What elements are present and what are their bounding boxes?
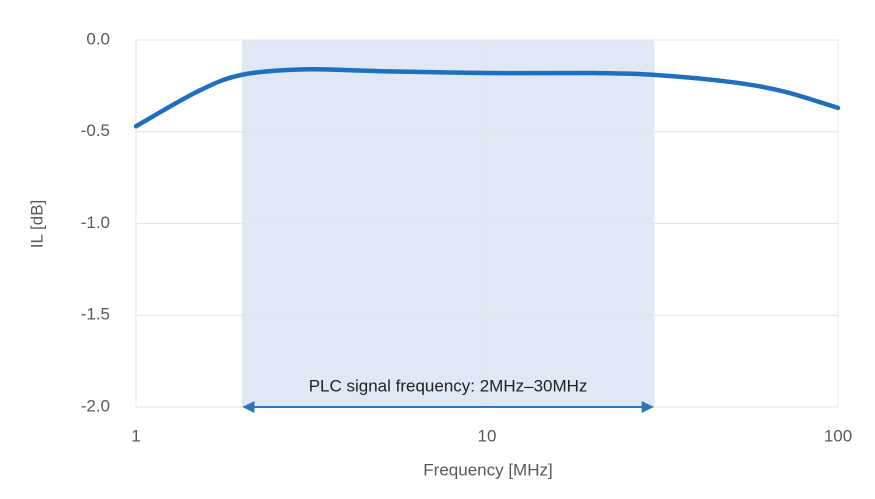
y-tick-label: -1.0 (81, 213, 110, 232)
y-tick-label: 0.0 (86, 29, 110, 48)
x-tick-label: 1 (131, 426, 140, 445)
y-tick-label: -1.5 (81, 305, 110, 324)
y-tick-label: -0.5 (81, 121, 110, 140)
data-line (133, 66, 841, 129)
annotation: PLC signal frequency: 2MHz–30MHz (309, 376, 588, 395)
x-axis-label: Frequency [MHz] (423, 460, 552, 479)
x-tick-label: 100 (824, 426, 852, 445)
x-tick-label: 10 (478, 426, 497, 445)
y-tick-label: -2.0 (81, 396, 110, 415)
y-axis-label: IL [dB] (27, 200, 46, 249)
